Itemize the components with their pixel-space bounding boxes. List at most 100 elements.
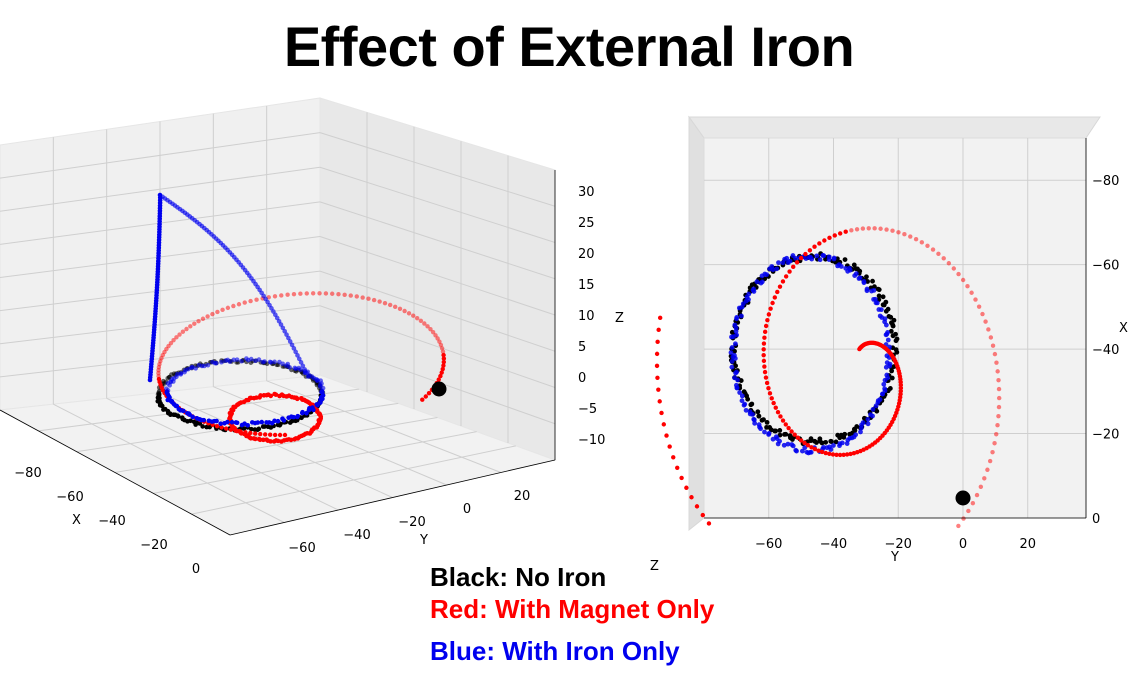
left-red-point [348,293,353,298]
right-blue-point [873,300,879,306]
right-xtick-label: −40 [820,537,847,552]
right-red-point [982,476,987,481]
right-red-point [805,443,811,448]
right-red-point [988,335,994,340]
right-blue-point [864,288,870,294]
left-red-point [438,373,443,379]
left-blue-point [305,374,311,379]
right-black-point [777,428,783,433]
left-red-point [228,427,234,432]
left-red-point [425,324,430,329]
left-red-point [258,393,263,398]
right-red-point [985,467,990,472]
right-blue-point [857,275,863,281]
left-blue-point [319,389,325,395]
right-red-point [657,315,663,321]
right-black-point [881,302,887,308]
right-black-point [808,436,814,442]
left-blue-point [280,416,285,421]
left-red-point [268,393,274,399]
left-xtick-label: −80 [14,466,41,481]
left-red-point [291,291,297,297]
right-red-point [848,451,853,457]
left-blue-point [284,332,289,337]
right-ytick-label: −80 [1092,174,1119,189]
right-red-point [995,423,1000,428]
right-blue-point [751,286,757,292]
left-blue-point [175,371,180,377]
right-red-point [770,300,775,306]
right-red-point [956,523,961,529]
left-red-point [285,292,290,297]
right-blue-point [746,291,752,297]
right-blue-point [732,322,738,328]
right-black-point [893,338,899,344]
left-blue-point [295,353,300,358]
right-red-point [919,240,925,245]
right-blue-point [751,416,757,422]
left-red-point [184,326,189,332]
left-red-point [168,340,174,346]
right-black-point [894,349,900,355]
left-red-point [277,432,283,438]
right-pane [703,137,1087,519]
right-origin-marker [955,490,971,506]
right-red-point [761,347,766,352]
left-red-point [279,293,284,298]
left-red-point [414,315,420,321]
left-red-point [317,291,322,296]
right-blue-point [793,255,798,261]
right-red-point [995,369,1000,374]
right-red-point [768,306,773,311]
right-black-point [890,323,896,329]
right-red-point [983,319,988,324]
left-xlabel: X [72,513,81,528]
right-blue-point [870,407,876,412]
left-blue-point [311,407,316,413]
right-black-point [864,274,869,280]
left-red-point [224,426,229,431]
left-ztick-label: 0 [578,371,586,386]
right-blue-point [814,253,820,259]
left-red-point [435,336,440,341]
right-blue-point [734,315,740,320]
left-red-point [215,309,220,315]
right-top-plot: −60 −40 −20 0 20 −80 −60 −40 −20 0 Y X Z [650,115,1128,574]
legend-red: Red: With Magnet Only [430,594,715,624]
right-black-point [847,431,853,437]
right-red-point [913,237,919,242]
right-data-points [654,226,1002,529]
left-red-point [392,304,398,310]
right-red-point [884,227,889,232]
right-blue-point [737,390,743,395]
right-blue-point [739,398,745,404]
left-black-point [161,407,166,412]
left-blue-point [285,361,291,367]
right-red-point [798,438,804,443]
right-blue-point [880,391,885,397]
right-blue-point [770,267,776,273]
right-black-point [741,389,747,395]
left-red-point [177,332,182,337]
right-xtick-label: 0 [959,537,967,552]
left-red-point [210,311,215,317]
left-blue-point [314,378,320,384]
left-ytick-label: 20 [514,489,531,504]
left-red-point [428,327,433,332]
right-black-point [828,438,834,444]
right-black-point [764,419,770,425]
right-blue-point [826,254,832,260]
right-red-point [765,317,770,323]
right-blue-point [837,441,843,447]
left-red-point [423,394,428,399]
left-ztick-label: 10 [578,309,595,324]
right-blue-point [781,442,787,448]
right-red-point [827,235,832,241]
right-red-point [936,251,941,256]
right-blue-point [743,407,749,413]
right-red-point [783,274,789,279]
left-red-point [242,300,247,305]
left-blue-point [205,362,211,368]
right-red-point [872,226,877,231]
right-red-point [763,375,769,380]
